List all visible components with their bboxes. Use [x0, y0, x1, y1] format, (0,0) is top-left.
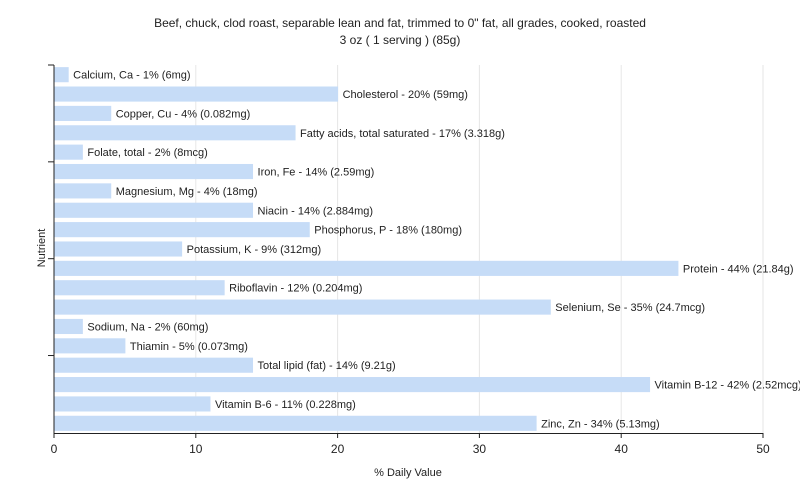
bar: [54, 125, 296, 141]
bar: [54, 338, 126, 354]
bar-value-label: Calcium, Ca - 1% (6mg): [73, 70, 190, 82]
bar-value-label: Folate, total - 2% (8mcg): [87, 147, 207, 159]
bar: [54, 377, 651, 393]
x-tick-label: 10: [189, 442, 203, 456]
bar: [54, 357, 254, 373]
bar: [54, 260, 679, 276]
bar-value-label: Riboflavin - 12% (0.204mg): [229, 283, 362, 295]
bar-value-label: Vitamin B-6 - 11% (0.228mg): [215, 399, 356, 411]
bar: [54, 105, 112, 121]
bar: [54, 163, 254, 180]
x-tick-label: 40: [615, 442, 629, 456]
bar: [54, 183, 112, 199]
bar: [54, 67, 69, 83]
chart-title: Beef, chuck, clod roast, separable lean …: [154, 16, 646, 30]
bar: [54, 144, 83, 160]
bar-value-label: Sodium, Na - 2% (60mg): [87, 321, 208, 333]
bar: [54, 86, 339, 102]
bar: [54, 222, 310, 238]
bar-value-label: Selenium, Se - 35% (24.7mcg): [555, 302, 705, 314]
bar: [54, 241, 183, 257]
bar-value-label: Fatty acids, total saturated - 17% (3.31…: [300, 128, 505, 140]
bar: [54, 280, 225, 296]
x-tick-label: 50: [756, 442, 770, 456]
bar-value-label: Vitamin B-12 - 42% (2.52mcg): [655, 380, 800, 392]
y-axis-label: Nutrient: [36, 229, 48, 268]
chart-subtitle: 3 oz ( 1 serving ) (85g): [340, 33, 461, 47]
x-tick-label: 30: [473, 442, 487, 456]
bar-value-label: Total lipid (fat) - 14% (9.21g): [258, 360, 396, 372]
bars: Calcium, Ca - 1% (6mg) Cholesterol - 20% …: [54, 67, 800, 431]
bar-value-label: Iron, Fe - 14% (2.59mg): [258, 167, 375, 179]
bar-value-label: Thiamin - 5% (0.073mg): [130, 341, 248, 353]
bar-value-label: Zinc, Zn - 34% (5.13mg): [541, 418, 660, 430]
bar: [54, 396, 211, 412]
bar-value-label: Magnesium, Mg - 4% (18mg): [116, 186, 258, 198]
bar-value-label: Potassium, K - 9% (312mg): [187, 244, 322, 256]
bar-value-label: Copper, Cu - 4% (0.082mg): [116, 108, 251, 120]
bar: [54, 318, 83, 335]
bar: [54, 299, 551, 315]
x-tick-label: 20: [331, 442, 345, 456]
x-axis-label: % Daily Value: [374, 467, 442, 479]
axes: 0 10 20 30 40 50: [48, 64, 770, 456]
bar: [54, 415, 537, 431]
x-tick-label: 0: [51, 442, 58, 456]
bar-value-label: Niacin - 14% (2.884mg): [258, 205, 374, 217]
bar-value-label: Phosphorus, P - 18% (180mg): [314, 225, 462, 237]
bar: [54, 202, 254, 218]
bar-value-label: Cholesterol - 20% (59mg): [343, 89, 468, 101]
bar-value-label: Protein - 44% (21.84g): [683, 263, 794, 275]
